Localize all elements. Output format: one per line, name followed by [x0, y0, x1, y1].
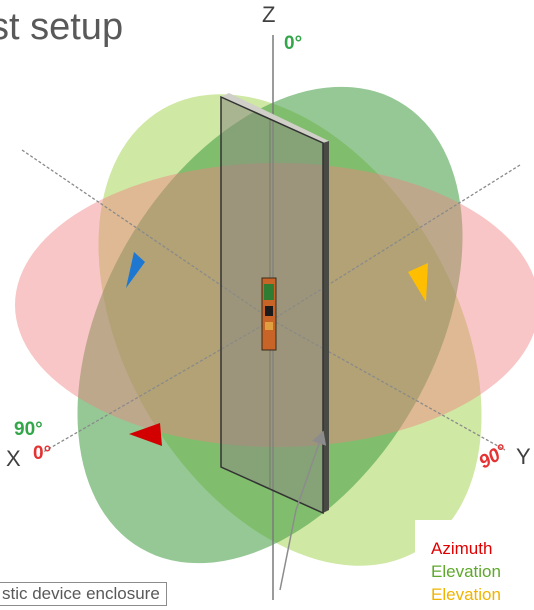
legend-entry-azimuth: Azimuth: [431, 540, 492, 557]
legend-entry-elevation-green: Elevation: [431, 563, 501, 580]
y-axis-label: Y: [516, 446, 531, 468]
z-axis-label: Z: [262, 4, 275, 26]
x-angle-label-azimuth: 0°: [33, 444, 51, 463]
legend-entry-elevation-yellow: Elevation: [431, 586, 501, 603]
device-enclosure-callout: stic device enclosure: [0, 582, 167, 606]
x-axis-label: X: [6, 448, 21, 470]
x-angle-label-elevation: 90°: [14, 420, 43, 439]
z-angle-label: 0°: [284, 34, 302, 53]
legend: Azimuth Elevation Elevation: [415, 520, 534, 610]
page-title: st setup: [0, 2, 123, 52]
circuit-board: [262, 278, 276, 350]
